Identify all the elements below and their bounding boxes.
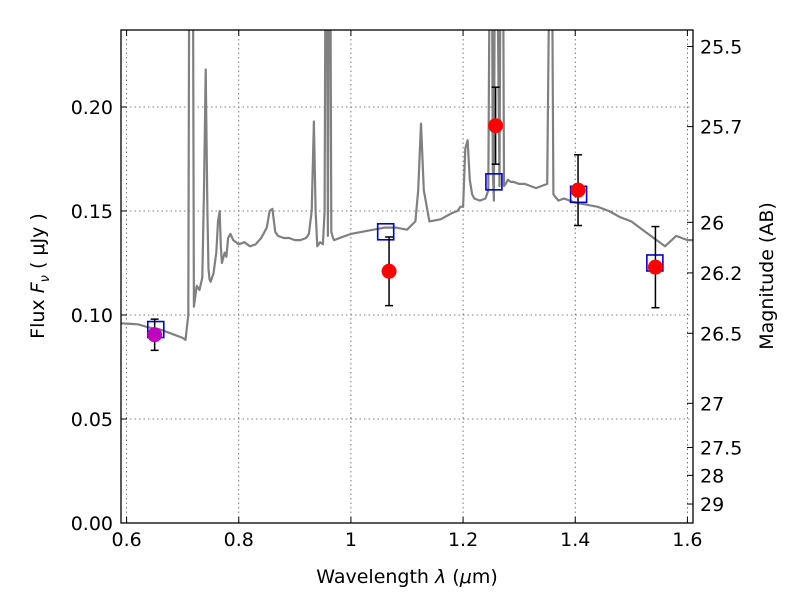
x-tick-label: 0.6	[111, 529, 141, 551]
model-photometry-square	[485, 173, 503, 191]
grid-lines	[121, 30, 693, 523]
y2-tick-label: 29	[700, 494, 724, 516]
observed-flux-point	[647, 259, 663, 275]
x-tick-label: 0.8	[224, 529, 254, 551]
x-tick-label: 1.6	[672, 529, 702, 551]
x-tick-label: 1.2	[448, 529, 478, 551]
y2-tick-label: 28	[700, 465, 724, 487]
y2-tick-label: 27	[700, 393, 724, 415]
model-photometry-square	[376, 222, 395, 241]
y2-tick-label: 25.7	[700, 117, 742, 139]
ticks: 0.6 0.8 1 1.2 1.4 1.6 0.00 0.05 0.10 0.15 0.20 25.5…	[71, 30, 742, 551]
y-tick-label: 0.10	[71, 305, 113, 327]
observed-flux-point	[381, 263, 397, 279]
observed-flux-point	[147, 327, 163, 343]
observed-flux-point	[488, 118, 504, 134]
y-tick-label: 0.05	[71, 409, 113, 431]
x-tick-label: 1	[345, 529, 357, 551]
observed-flux-point	[570, 182, 586, 198]
y2-tick-label: 27.5	[700, 437, 742, 459]
x-axis-label: Wavelength λ (μm)	[316, 566, 497, 588]
data-layer	[121, 30, 693, 352]
y2-tick-label: 26.5	[700, 323, 742, 345]
y2-tick-label: 25.5	[700, 36, 742, 58]
plot-frame	[120, 29, 694, 524]
x-tick-label: 1.4	[560, 529, 590, 551]
y-tick-label: 0.20	[71, 97, 113, 119]
y-tick-label: 0.00	[71, 513, 113, 535]
y-axis-label: Flux Fν ( μJy )	[27, 213, 53, 339]
y2-axis-label: Magnitude (AB)	[756, 202, 778, 350]
model-spectrum-line	[121, 30, 693, 341]
y2-tick-label: 26	[700, 212, 724, 234]
plot-area	[121, 30, 693, 523]
y2-tick-label: 26.2	[700, 263, 742, 285]
y-tick-label: 0.15	[71, 201, 113, 223]
